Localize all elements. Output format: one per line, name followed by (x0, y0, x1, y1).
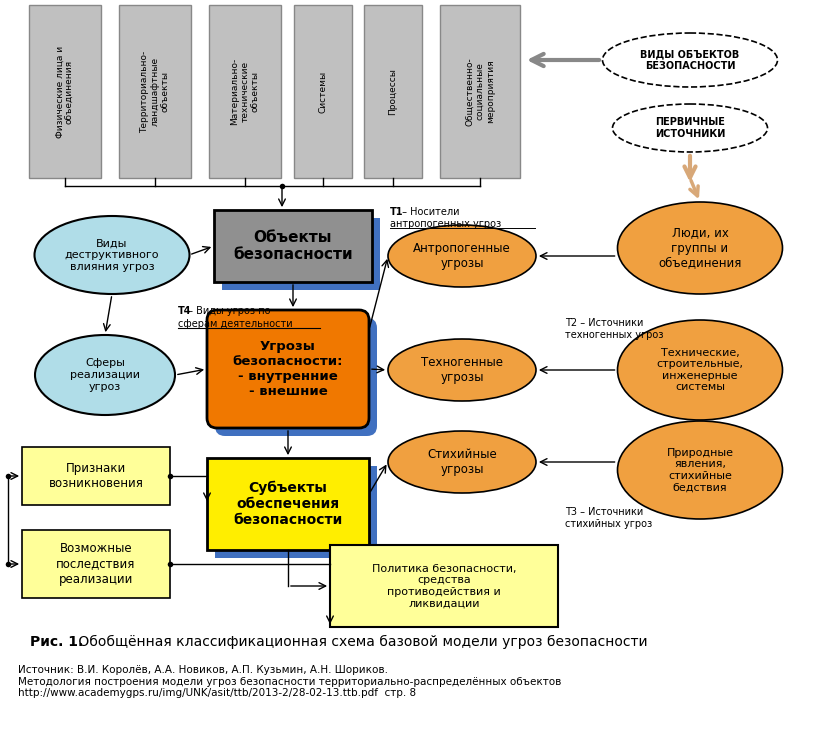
Text: Т4: Т4 (178, 306, 191, 316)
Bar (22, 530, 170, 598)
Text: Сферы
реализации
угроз: Сферы реализации угроз (70, 359, 140, 391)
Text: Возможные
последствия
реализации: Возможные последствия реализации (56, 542, 136, 585)
Bar (119, 5, 191, 178)
Text: сферам деятельности: сферам деятельности (178, 319, 293, 329)
Text: Материально-
технические
объекты: Материально- технические объекты (230, 58, 260, 125)
FancyBboxPatch shape (215, 318, 377, 436)
Text: – Виды угроз по: – Виды угроз по (185, 306, 271, 316)
Bar (294, 5, 352, 178)
Bar (207, 458, 369, 550)
Text: Объекты
безопасности: Объекты безопасности (233, 230, 353, 262)
Bar (364, 5, 422, 178)
Text: стихийных угроз: стихийных угроз (565, 519, 652, 529)
FancyBboxPatch shape (207, 310, 369, 428)
Text: Процессы: Процессы (389, 68, 398, 115)
Ellipse shape (618, 202, 783, 294)
Ellipse shape (603, 33, 777, 87)
Text: Политика безопасности,
средства
противодействия и
ликвидации: Политика безопасности, средства противод… (371, 564, 516, 609)
Text: Общественно-
социальные
мероприятия: Общественно- социальные мероприятия (465, 57, 495, 126)
Text: Рис. 1.: Рис. 1. (30, 635, 83, 649)
Bar (29, 5, 101, 178)
Bar (440, 5, 520, 178)
Text: Антропогенные
угрозы: Антропогенные угрозы (413, 242, 511, 270)
Text: Технические,
строительные,
инженерные
системы: Технические, строительные, инженерные си… (657, 348, 744, 392)
Ellipse shape (618, 320, 783, 420)
Text: Субъекты
обеспечения
безопасности: Субъекты обеспечения безопасности (233, 480, 343, 527)
Bar (222, 218, 380, 290)
Text: Т1: Т1 (390, 207, 403, 217)
Text: ПЕРВИЧНЫЕ
ИСТОЧНИКИ: ПЕРВИЧНЫЕ ИСТОЧНИКИ (655, 117, 726, 139)
Ellipse shape (35, 335, 175, 415)
Text: Т2 – Источники: Т2 – Источники (565, 318, 644, 328)
Ellipse shape (618, 421, 783, 519)
Ellipse shape (34, 216, 190, 294)
Text: Признаки
возникновения: Признаки возникновения (48, 462, 143, 490)
Text: Люди, их
группы и
объединения: Люди, их группы и объединения (658, 227, 742, 270)
Text: – Носители: – Носители (399, 207, 460, 217)
Text: Природные
явления,
стихийные
бедствия: Природные явления, стихийные бедствия (667, 448, 734, 492)
Text: Виды
деструктивного
влияния угроз: Виды деструктивного влияния угроз (65, 238, 160, 272)
Text: Физические лица и
объединения: Физические лица и объединения (56, 45, 74, 138)
Text: Стихийные
угрозы: Стихийные угрозы (427, 448, 497, 476)
Ellipse shape (388, 339, 536, 401)
Text: Источник: В.И. Королёв, А.А. Новиков, А.П. Кузьмин, А.Н. Шориков.
Методология по: Источник: В.И. Королёв, А.А. Новиков, А.… (18, 665, 561, 698)
Bar (215, 466, 377, 558)
Text: ВИДЫ ОБЪЕКТОВ
БЕЗОПАСНОСТИ: ВИДЫ ОБЪЕКТОВ БЕЗОПАСНОСТИ (640, 49, 739, 71)
Text: Техногенные
угрозы: Техногенные угрозы (421, 356, 503, 384)
Text: Угрозы
безопасности:
- внутренние
- внешние: Угрозы безопасности: - внутренние - внеш… (233, 340, 344, 398)
Bar (214, 210, 372, 282)
Bar (330, 545, 558, 627)
Text: Т3 – Источники: Т3 – Источники (565, 507, 643, 517)
Ellipse shape (388, 431, 536, 493)
Bar (209, 5, 281, 178)
Text: техногенных угроз: техногенных угроз (565, 330, 663, 340)
Ellipse shape (613, 104, 767, 152)
Text: антропогенных угроз: антропогенных угроз (390, 219, 501, 229)
Text: Территориально-
ландшафтные
объекты: Территориально- ландшафтные объекты (140, 50, 170, 133)
Ellipse shape (388, 225, 536, 287)
Bar (22, 447, 170, 505)
Text: Системы: Системы (318, 71, 327, 112)
Text: Обобщённая классификационная схема базовой модели угроз безопасности: Обобщённая классификационная схема базов… (74, 635, 648, 649)
